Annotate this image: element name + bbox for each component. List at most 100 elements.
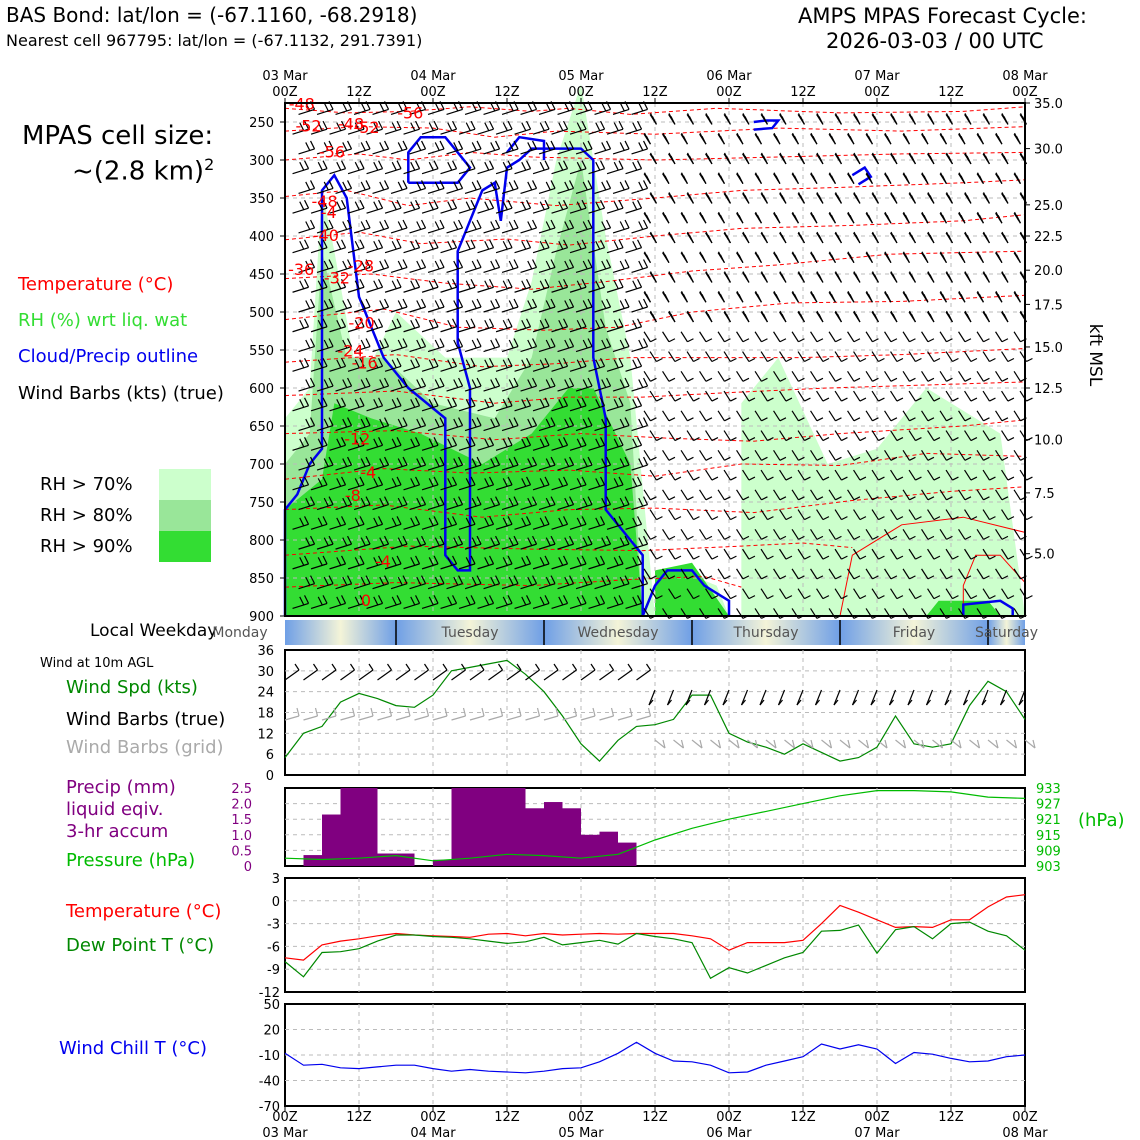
wind-barb-feather [576,280,582,290]
wind-barb [686,509,694,520]
wind-barb [538,148,556,155]
wind-barb [833,689,841,706]
wind-barb-feather [384,575,390,584]
wind-barb-feather [927,310,933,320]
wind-barb [292,484,309,491]
wind-barb-feather [835,575,842,580]
wind-barb [1001,548,1009,560]
wind-barb-feather [976,251,983,260]
wind-barb-feather [405,663,411,671]
wind-barb-grid-feather [736,739,740,749]
wind-barb-feather [484,478,490,487]
wind-barb-feather [865,132,872,142]
wind-barb-feather [798,417,805,422]
wind-barb-feather [587,535,593,545]
wind-barb [736,370,744,382]
wind-barb-feather [471,497,477,507]
date-tick-label: 04 Mar [410,1126,456,1140]
wind-barb-feather [342,576,348,586]
wind-barb-feather [416,497,422,507]
wind-barb-grid-feather [407,707,411,717]
wind-barb-feather [453,339,459,349]
wind-barb-feather [976,172,983,181]
wind-barb [1001,588,1009,599]
wind-barb [939,331,947,343]
wind-barb [742,469,750,481]
wind-barb [514,207,531,214]
wind-barb [797,588,805,599]
wind-barb-feather [539,596,545,606]
wind-barb-feather [304,555,310,565]
wind-barb-feather [396,278,402,288]
wind-barb-feather [668,456,676,461]
wind-barb-feather [841,476,848,481]
wind-barb [353,227,371,234]
wind-barb-feather [433,476,439,486]
wind-barb-feather [310,219,316,229]
wind-barb [890,548,898,560]
wind-barb-feather [748,357,756,363]
wind-barb-feather [841,397,848,402]
wind-barb-feather [544,476,550,486]
wind-barb-feather [742,271,748,280]
wind-barb-feather [391,161,397,171]
wind-barb [958,410,966,422]
wind-barb [390,543,408,550]
wind-barb-feather [447,280,453,290]
wind-barb [958,529,966,540]
wind-barb-feather [569,496,575,505]
wind-barb-feather [397,300,403,309]
wind-barb-feather [305,576,311,586]
wind-barb-feather [336,319,342,329]
wind-barb-feather [453,260,459,270]
wind-barb-feather [1001,535,1009,540]
wind-barb-feather [545,339,551,349]
wind-barb-feather [983,535,990,540]
wind-barb-feather [328,338,334,347]
wind-barb-feather [323,458,329,467]
wind-barb [477,286,494,293]
wind-barb-feather [415,318,421,328]
wind-barb-feather [379,537,385,546]
wind-barb-feather [532,496,538,505]
wind-barb [390,504,408,511]
wind-barb-feather [742,231,748,241]
wind-barb-feather [384,496,390,505]
wind-barb [557,583,574,590]
wind-barb-feather [421,377,427,387]
wind-barb-feather [872,417,879,422]
wind-barb [316,504,334,511]
wind-barb-grid-feather [314,707,319,717]
wind-barb [464,227,482,234]
wind-barb-feather [724,456,731,461]
wind-barb-feather [687,417,694,422]
wind-barb-feather [360,497,366,507]
wind-barb-feather [601,576,607,586]
wind-barb-feather [730,357,737,363]
wind-barb-feather [508,537,514,546]
wind-barb-feather [521,161,527,171]
wind-barb-feather [341,199,347,209]
wind-barb-grid [395,715,411,721]
wind-barb [353,504,371,511]
wind-barb [594,227,611,234]
wind-barb-feather [402,298,408,308]
wind-barb-feather [983,377,990,382]
wind-barb-feather [606,535,612,545]
wind-barb-feather [539,438,545,448]
wind-barb-feather [532,298,538,308]
wind-barb [927,509,935,520]
wind-barb-feather [544,278,550,288]
wind-barb-feather [434,497,440,507]
wind-barb [495,286,513,293]
wind-barb [982,390,990,402]
height-tick-label: 15.0 [1034,341,1063,356]
wind-barb-feather [680,211,687,221]
wind-barb [335,266,352,274]
wind-barb-feather [558,201,564,210]
wind-barb-feather [835,417,842,422]
wind-barb-feather [964,310,970,320]
wind-barb-feather [465,517,471,527]
wind-barb-feather [317,478,323,487]
wind-barb-feather [952,357,959,363]
